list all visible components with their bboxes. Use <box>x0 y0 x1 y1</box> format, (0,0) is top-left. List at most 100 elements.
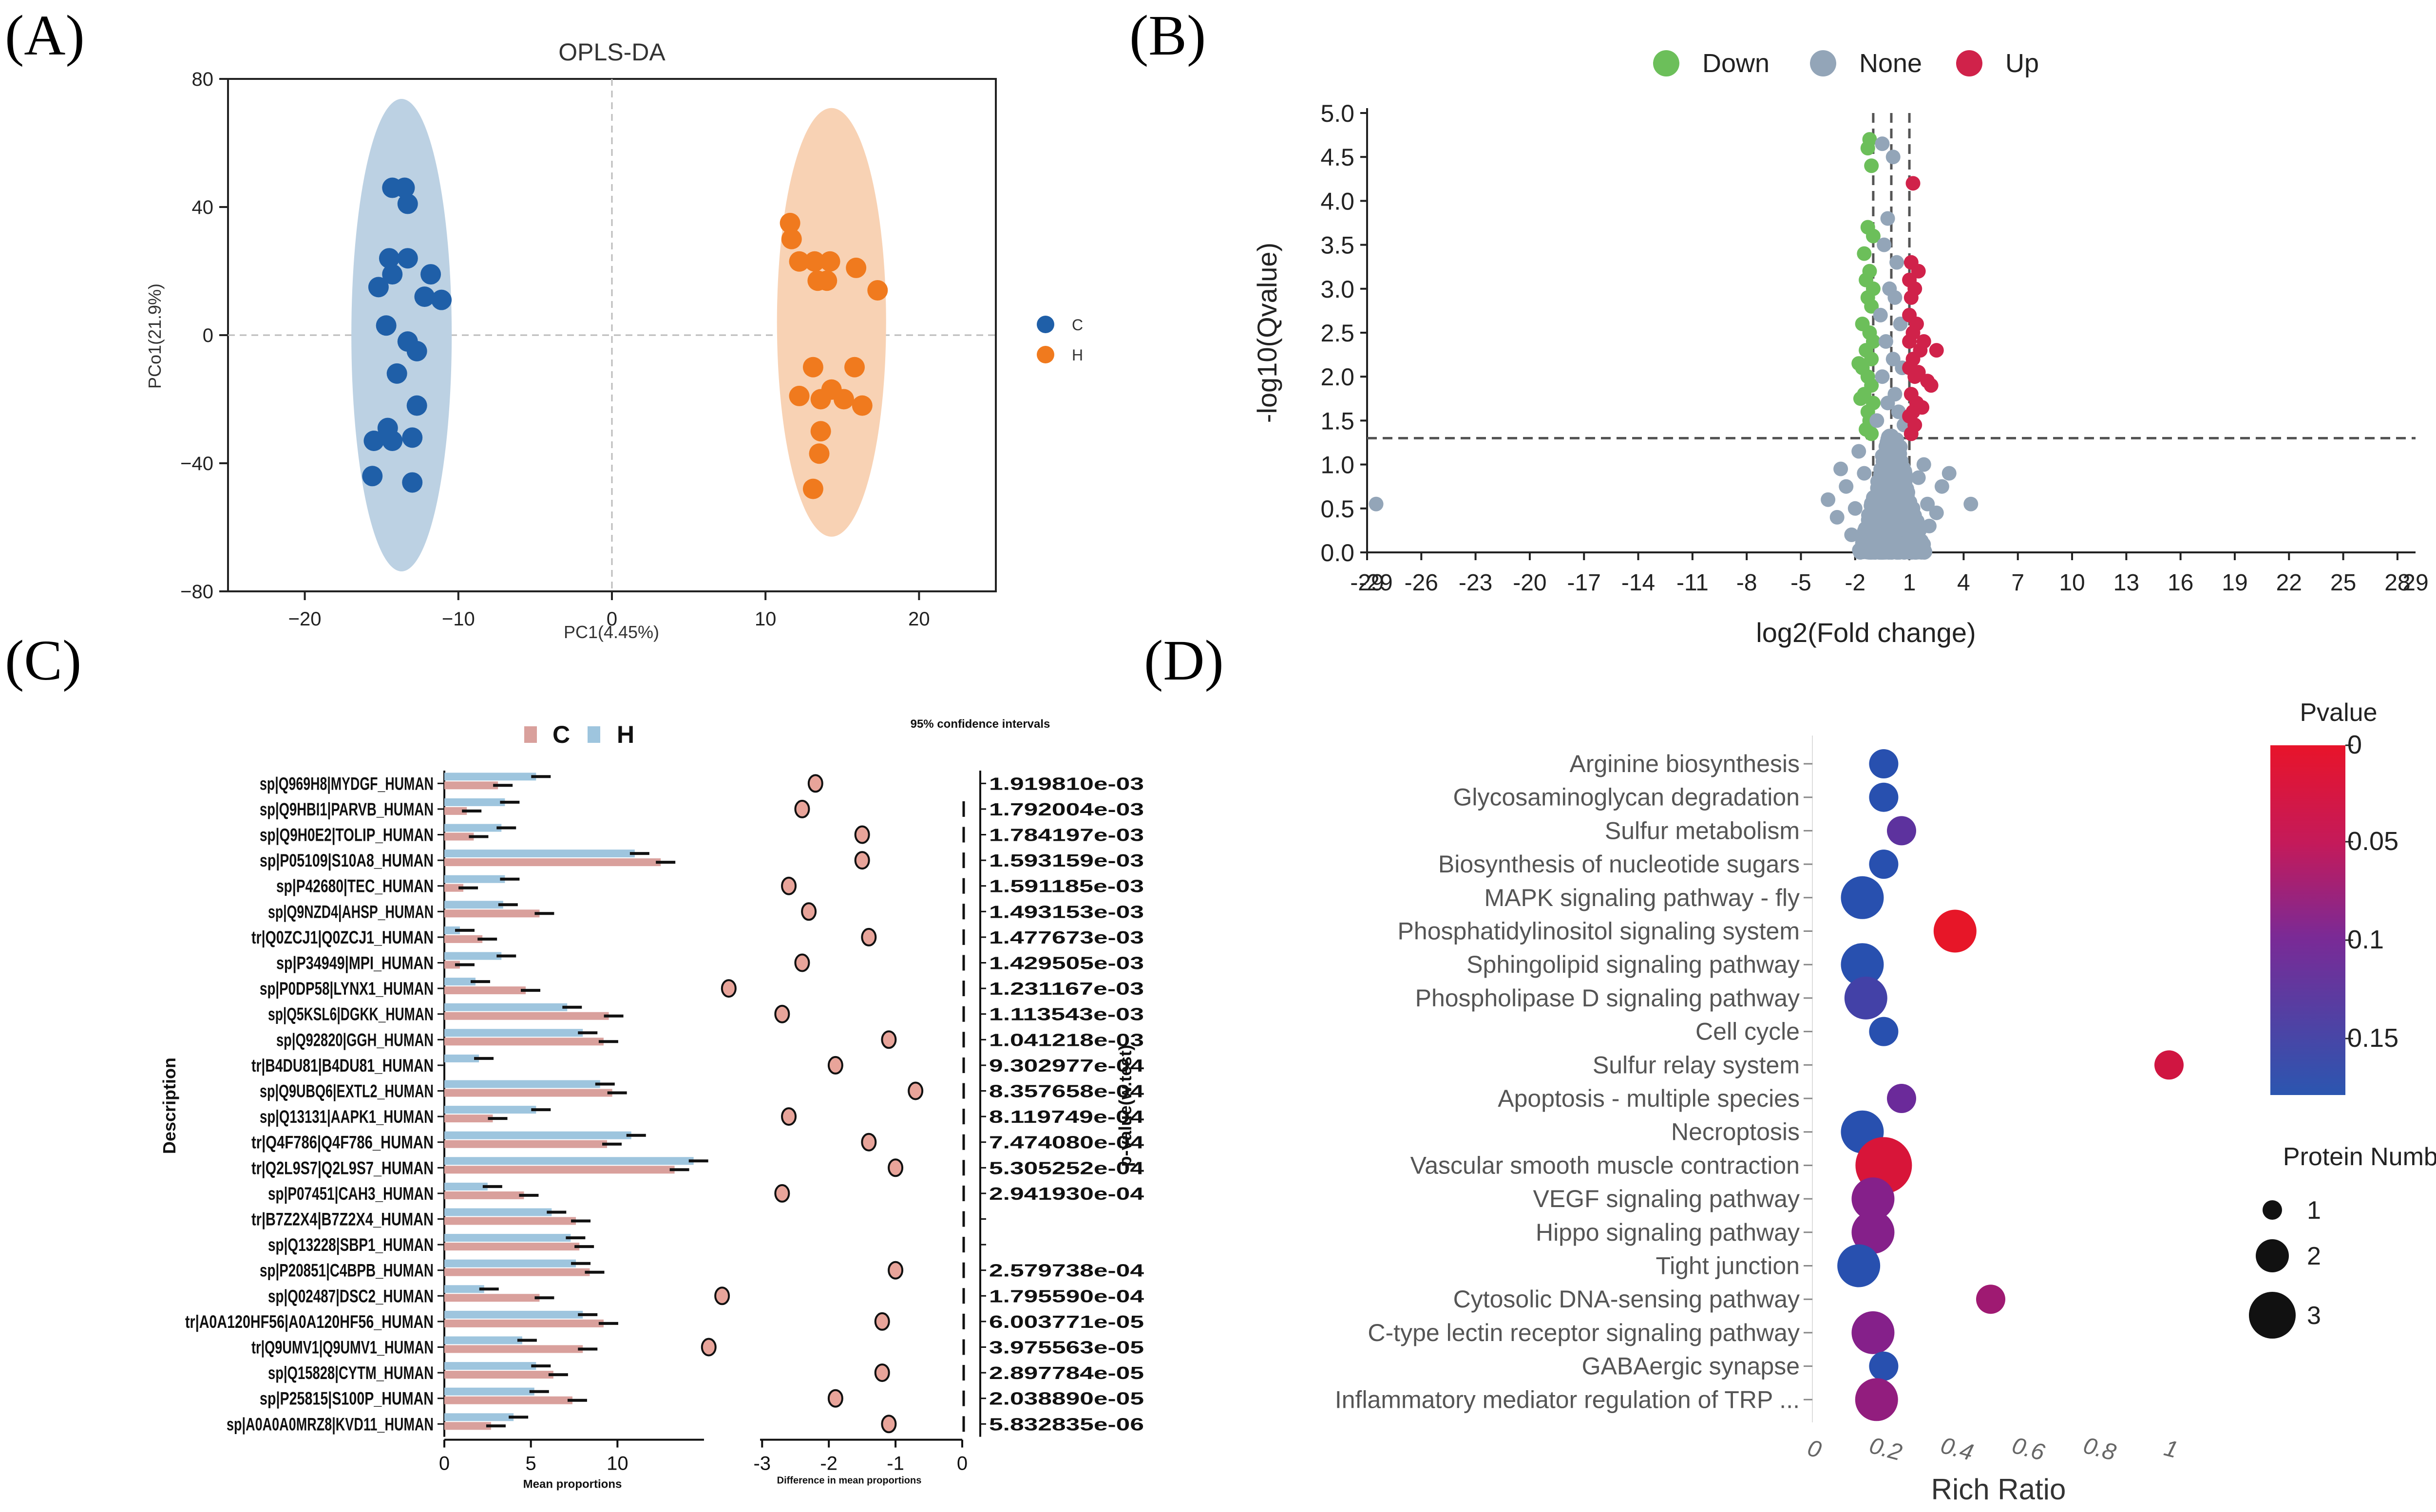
colorbar-tick-label: 0.1 <box>2347 925 2384 954</box>
point-up <box>1902 334 1917 349</box>
point-h <box>833 389 854 410</box>
point-none <box>1878 496 1893 511</box>
bar-c <box>444 1089 612 1097</box>
bar-c <box>444 1166 675 1174</box>
point-none <box>1844 527 1859 542</box>
y-tick-label-b: 3.0 <box>1320 276 1354 303</box>
size-legend-label: 1 <box>2307 1196 2321 1225</box>
pathway-label: Biosynthesis of nucleotide sugars <box>1438 850 1800 878</box>
point-none <box>1941 466 1957 481</box>
difference-point <box>714 1286 730 1305</box>
row-label: sp|Q13131|AAPK1_HUMAN <box>260 1107 434 1127</box>
y-tick-label-b: 0.5 <box>1320 495 1354 523</box>
x-tick-label-a: 20 <box>908 608 930 630</box>
bar-c <box>444 1140 608 1148</box>
point-h <box>789 385 810 406</box>
bar-c <box>444 1268 590 1276</box>
x-tick-label-b: 19 <box>2222 570 2247 596</box>
difference-point <box>881 1415 897 1434</box>
point-up <box>1905 176 1921 191</box>
x-tick-label-b: -2 <box>1845 570 1865 596</box>
row-label: tr|Q9UMV1|Q9UMV1_HUMAN <box>251 1338 434 1358</box>
point-none <box>1889 255 1904 270</box>
row-label: sp|Q9HBI1|PARVB_HUMAN <box>260 799 434 820</box>
diff-x-tick-label: 0 <box>957 1453 968 1474</box>
point-none <box>1873 307 1888 322</box>
pathway-bubble <box>1869 850 1899 879</box>
bar-c <box>444 1191 524 1199</box>
point-down <box>1864 299 1879 314</box>
point-up <box>1903 290 1919 305</box>
bar-h <box>444 1362 536 1370</box>
pvalue-label: 1.591185e-03 <box>989 876 1144 896</box>
pathway-bubble <box>2154 1050 2184 1080</box>
pathway-label: Glycosaminoglycan degradation <box>1453 784 1800 811</box>
point-h <box>809 443 830 464</box>
pathway-bubble <box>1887 1084 1916 1113</box>
bar-c <box>444 807 467 815</box>
pvalue-label: 1.919810e-03 <box>989 774 1144 794</box>
point-none-cloud <box>1898 508 1913 523</box>
point-none <box>1833 461 1848 476</box>
point-none <box>1875 369 1890 384</box>
point-down <box>1864 352 1879 367</box>
row-label: sp|Q9H0E2|TOLIP_HUMAN <box>260 825 434 846</box>
point-up <box>1903 426 1919 441</box>
point-none <box>1916 457 1931 472</box>
diff-x-tick-label: -1 <box>887 1453 904 1474</box>
point-none <box>1911 470 1926 485</box>
point-c <box>406 395 427 416</box>
point-none <box>1869 413 1884 428</box>
x-axis-label-mean: Mean proportions <box>523 1478 622 1491</box>
legend-label-c: C <box>1072 316 1083 334</box>
pvalue-label: 1.493153e-03 <box>989 902 1144 922</box>
row-label: sp|Q15828|CYTM_HUMAN <box>268 1363 434 1383</box>
bar-h <box>444 1285 484 1293</box>
bar-h <box>444 798 505 806</box>
pathway-bubble <box>1887 816 1916 846</box>
size-legend-marker <box>2263 1200 2282 1220</box>
x-tick-label-b: -14 <box>1621 570 1655 596</box>
pathway-label: Inflammatory mediator regulation of TRP … <box>1335 1386 1800 1413</box>
bar-h <box>444 1387 534 1396</box>
panel-label-c: (C) <box>5 628 81 692</box>
pathway-bubble <box>1841 943 1884 986</box>
mean-x-tick-label: 10 <box>607 1453 628 1474</box>
panel-a-opls-da: −20 −10 0 10 20 80 40 0 −40 −80 OPLS-DA PC1(4.45%) P… <box>145 38 1083 642</box>
bar-h <box>444 1106 536 1114</box>
bar-h <box>444 1310 583 1319</box>
point-none <box>1880 396 1895 411</box>
point-c <box>379 248 400 269</box>
pathway-label: Necroptosis <box>1671 1118 1800 1146</box>
point-h <box>810 421 831 442</box>
row-label: sp|P25815|S100P_HUMAN <box>260 1389 434 1409</box>
row-label: sp|Q02487|DSC2_HUMAN <box>268 1286 434 1306</box>
difference-point <box>874 1312 890 1331</box>
point-c <box>414 286 435 307</box>
y-tick-label-a: 80 <box>192 69 214 90</box>
legend-swatch-c <box>524 726 537 743</box>
bar-h <box>444 1182 488 1191</box>
point-h <box>819 251 840 272</box>
point-h <box>817 270 837 291</box>
pathway-label: Cytosolic DNA-sensing pathway <box>1453 1285 1800 1313</box>
x-tick-label-b: -11 <box>1676 570 1709 596</box>
pathway-bubble <box>1851 1177 1895 1221</box>
row-label: sp|Q13228|SBP1_HUMAN <box>268 1235 434 1255</box>
difference-point <box>701 1338 717 1357</box>
size-legend-label: 3 <box>2307 1302 2321 1330</box>
bar-c <box>444 1371 553 1379</box>
pvalue-label: 1.429505e-03 <box>989 953 1144 973</box>
point-h <box>867 280 888 301</box>
x-tick-label-b: 1 <box>1903 570 1916 596</box>
bar-c <box>444 781 498 790</box>
point-none <box>1829 510 1845 525</box>
pvalue-label: 3.975563e-05 <box>989 1338 1144 1358</box>
point-c <box>376 315 397 336</box>
legend-label-none: None <box>1859 49 1922 78</box>
pathway-label: Sulfur relay system <box>1593 1051 1800 1078</box>
pathway-label: Sphingolipid signaling pathway <box>1466 951 1800 978</box>
point-up <box>1916 334 1931 349</box>
panel-c-extended-error-bar: C H 95% confidence intervals 0 5 10 -3 -2 -1 0 Mea… <box>159 718 1144 1491</box>
